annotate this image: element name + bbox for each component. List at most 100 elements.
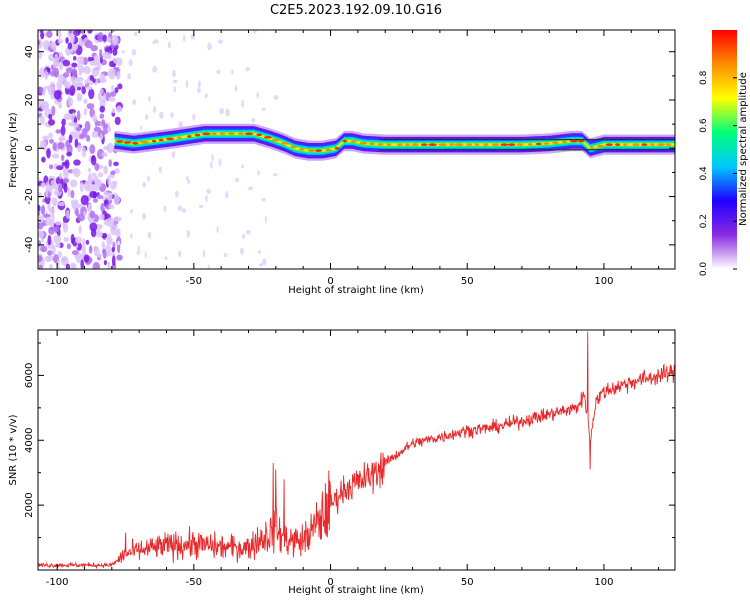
spectrogram-noise-blob [77, 76, 84, 82]
spectrogram-noise-blob [186, 230, 191, 238]
spectrogram-noise-blob [102, 51, 110, 59]
spectrogram-noise-blob [137, 246, 141, 251]
colorbar-gradient [712, 30, 737, 269]
spectrogram-noise-blob [110, 180, 117, 190]
spectrogram-noise-blob [92, 261, 101, 269]
spectrogram-noise-blob [211, 153, 214, 162]
spectrogram-noise-blob [182, 34, 186, 42]
spectrogram-noise-blob [178, 121, 183, 129]
colorbar-label: Normalized spectral amplitude [738, 72, 749, 226]
spectrogram-ridge-peak [466, 143, 473, 146]
colorbar-tick-label: 0.0 [699, 262, 709, 277]
spectrogram-noise-blob [210, 161, 213, 169]
spectrogram-noise-blob [63, 236, 69, 243]
spectrogram-noise-blob [46, 30, 53, 39]
spectrogram-noise-blob [121, 50, 126, 54]
spectrogram-noise-blob [58, 61, 64, 71]
spectrogram-ridge-peak [342, 139, 347, 143]
spectrogram-noise-blob [117, 240, 120, 246]
spectrogram-noise-blob [83, 210, 87, 217]
spectrogram-noise-blob [101, 241, 105, 249]
spectrogram-noise-blob [86, 103, 95, 110]
spectrogram-ridge-peak [615, 143, 621, 146]
spectrogram-noise-blob [75, 82, 84, 88]
spectrogram-noise-blob [49, 138, 55, 144]
spectrogram-noise-blob [103, 145, 110, 151]
spectrogram-noise-blob [89, 144, 96, 155]
spectrogram-noise-blob [173, 86, 177, 93]
spectrogram-ridge-peak [597, 144, 605, 148]
spectrogram-ridge-peak [641, 143, 648, 146]
spectrogram-ridge-peak [404, 143, 410, 146]
spectrogram-ridge-peak [201, 132, 211, 136]
spectrogram-noise-blob [245, 67, 251, 72]
spectrogram-noise-blob [77, 63, 81, 70]
spectrogram-ridge-peak [227, 132, 235, 136]
spectrogram-noise-blob [144, 251, 147, 259]
spectrogram-noise-blob [258, 263, 263, 267]
spectrogram-noise-blob [225, 190, 229, 199]
spectrogram-noise-blob [207, 42, 212, 51]
spectrogram-ridge-peak [535, 142, 542, 146]
spectrogram-noise-blob [241, 233, 246, 239]
spectrogram-noise-blob [98, 179, 102, 188]
spectrogram-noise-blob [57, 142, 65, 150]
spectrogram-noise-blob [198, 204, 204, 209]
snr-y-axis-label: SNR (10 * v/v) [8, 414, 19, 485]
spectrogram-noise-blob [272, 173, 278, 177]
spectrogram-noise-blob [111, 246, 115, 253]
snr-x-axis-label: Height of straight line (km) [288, 585, 424, 596]
spectrogram-noise-blob [51, 105, 56, 117]
spectrogram-noise-blob [116, 70, 121, 80]
spectrogram-noise-blob [55, 129, 62, 134]
spectrogram-noise-blob [102, 249, 107, 259]
spectrogram-noise-blob [246, 229, 251, 235]
spectrogram-noise-blob [99, 113, 105, 119]
spectrogram-noise-blob [38, 211, 41, 216]
spectrogram-noise-blob [49, 207, 55, 214]
spectrogram-noise-blob [172, 69, 176, 78]
spectrogram-noise-blob [83, 98, 88, 104]
spectrogram-noise-blob [69, 85, 76, 96]
spectrogram-ridge-peak [386, 143, 392, 146]
spectrogram-ridge-peak [438, 143, 447, 146]
spectrogram-noise-blob [218, 158, 222, 167]
snr-panel: -100 -50 0 50 100 2000 4000 6000 Height of stra… [8, 329, 676, 596]
spectrogram-noise-blob [38, 230, 45, 239]
spectrogram-noise-blob [240, 247, 244, 256]
spectrogram-noise-blob [136, 250, 141, 256]
spectrogram-ridge [114, 123, 675, 161]
spectrogram-ridge-peak [605, 143, 613, 146]
spectrogram-noise-blob [90, 44, 98, 52]
spectrogram-noise-blob [73, 30, 81, 36]
spectrogram-noise-blob [52, 142, 57, 151]
spectrogram-noise-blob [107, 261, 111, 269]
spectrogram-ridge-peak [151, 139, 157, 143]
snr-y-tick-label: 6000 [24, 363, 35, 388]
spectrogram-noise-blob [92, 114, 97, 123]
spectrogram-noise-blob [204, 93, 208, 99]
colorbar-tick-label: 0.6 [699, 118, 709, 133]
spectrogram-noise-blob [256, 91, 259, 99]
spectrogram-noise-blob [93, 175, 99, 184]
spectrogram-ridge-peak [115, 140, 124, 143]
spectrogram-noise-blob [53, 67, 60, 78]
spectrogram-noise-blob [73, 43, 77, 52]
spectrogram-noise-blob [206, 188, 211, 194]
spectrogram-noise-blob [91, 130, 100, 138]
spectrogram-noise-blob [142, 181, 146, 188]
spectrogram-noise-blob [264, 215, 267, 224]
spectrogram-ridge-peak [359, 141, 367, 145]
spectrogram-noise-blob [104, 245, 112, 254]
spectrogram-y-tick-label: 0 [24, 145, 35, 151]
spectrogram-noise-blob [148, 96, 151, 102]
spectrogram-noise-blob [111, 34, 119, 46]
spectrogram-noise-blob [147, 175, 150, 182]
spectrogram-noise-blob [52, 58, 57, 69]
spectrogram-noise-blob [63, 167, 69, 179]
spectrogram-noise-blob [205, 194, 208, 203]
spectrogram-noise-blob [181, 208, 186, 213]
spectrogram-noise-blob [49, 264, 53, 269]
spectrogram-noise-blob [47, 250, 53, 256]
snr-y-tick-label: 2000 [24, 492, 35, 517]
